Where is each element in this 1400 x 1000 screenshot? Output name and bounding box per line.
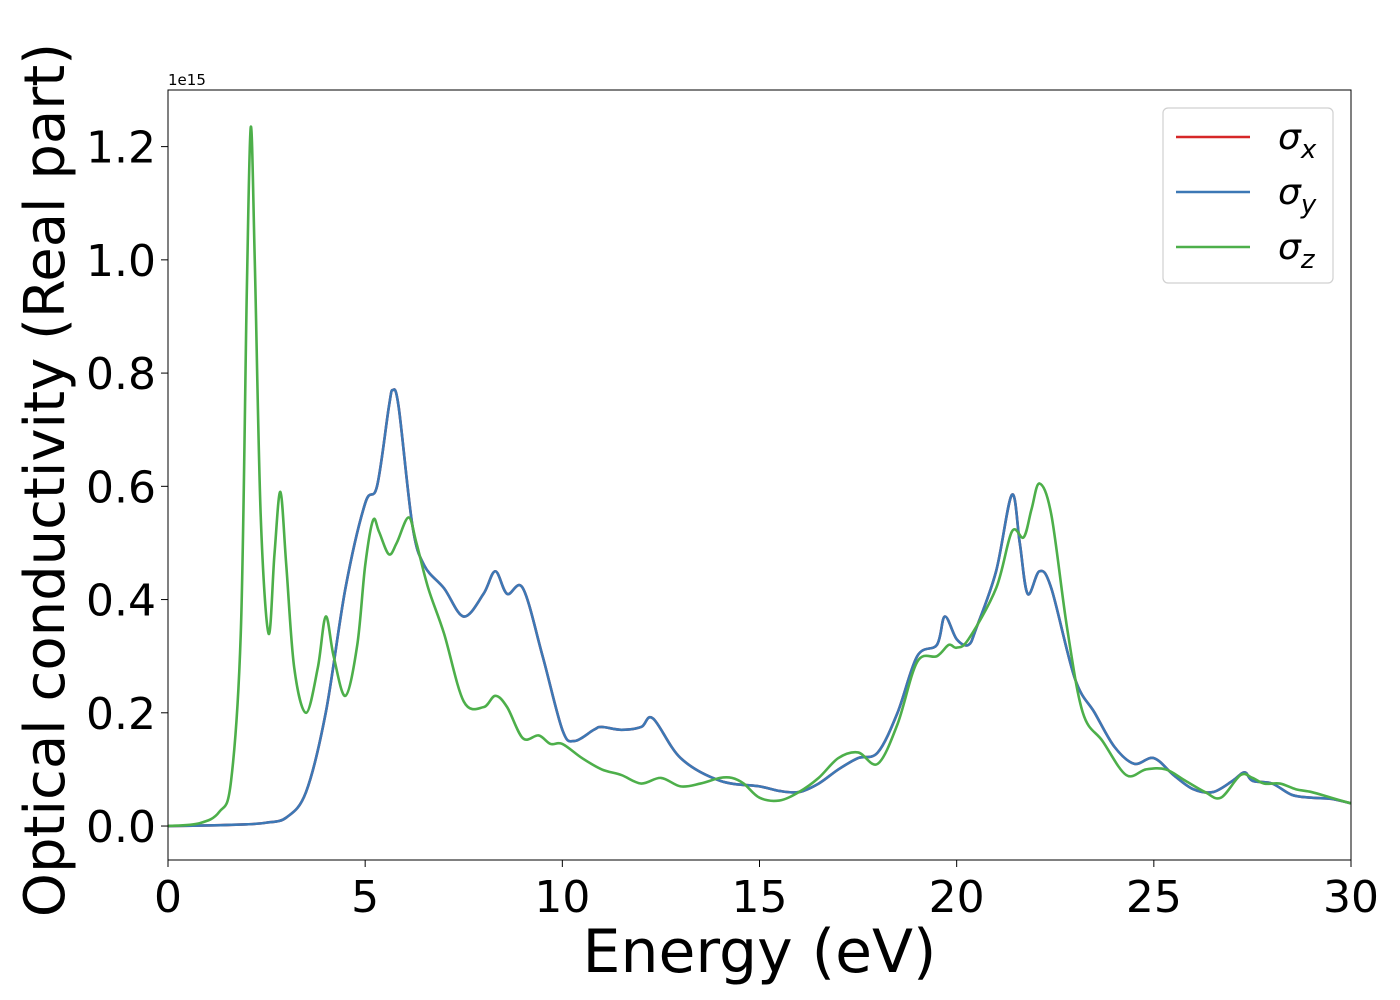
x-tick-label: 30	[1323, 872, 1379, 923]
legend: σx σy σz	[1162, 107, 1334, 284]
y-axis-ticks: 0.0 0.2 0.4 0.6 0.8 1.0 1.2	[86, 123, 168, 853]
x-tick-label: 5	[351, 872, 379, 923]
y-axis-label: Optical conductivity (Real part)	[13, 43, 78, 917]
y-tick-label: 1.2	[86, 123, 156, 174]
y-tick-label: 0.8	[86, 349, 156, 400]
y-tick-label: 0.2	[86, 689, 156, 740]
plot-lines	[168, 125, 1351, 828]
x-axis-label: Energy (eV)	[583, 917, 937, 987]
x-tick-label: 10	[534, 872, 590, 923]
x-tick-label: 25	[1126, 872, 1182, 923]
y-tick-label: 0.0	[86, 802, 156, 853]
x-tick-label: 15	[732, 872, 788, 923]
x-tick-label: 0	[154, 872, 182, 923]
series-line-z	[168, 125, 1351, 828]
x-axis-ticks: 0 5 10 15 20 25 30	[154, 860, 1379, 923]
legend-label-z: σz	[1278, 227, 1316, 275]
series-line-y	[168, 388, 1351, 828]
x-tick-label: 20	[929, 872, 985, 923]
series-line-x	[168, 388, 1351, 828]
legend-label-y: σy	[1278, 172, 1317, 220]
y-tick-label: 0.4	[86, 576, 156, 627]
y-offset-label: 1e15	[168, 71, 206, 89]
legend-box	[1162, 107, 1334, 284]
y-tick-label: 0.6	[86, 462, 156, 513]
legend-label-x: σx	[1278, 117, 1317, 165]
y-tick-label: 1.0	[86, 236, 156, 287]
